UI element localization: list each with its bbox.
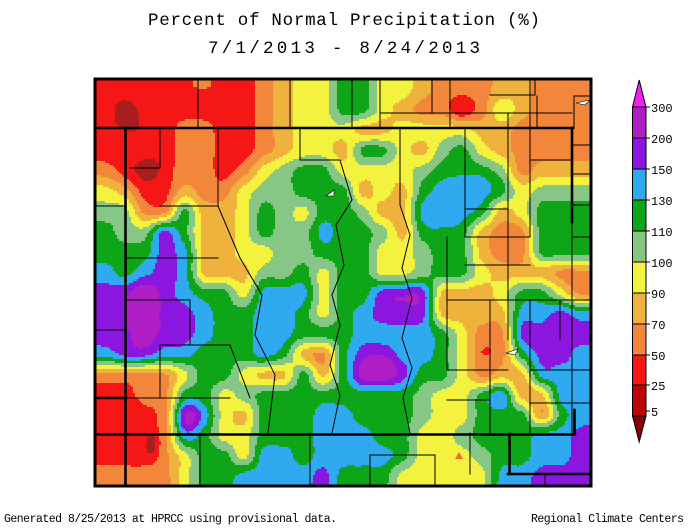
svg-text:25: 25 [651, 380, 665, 394]
svg-text:100: 100 [651, 257, 673, 271]
svg-text:90: 90 [651, 288, 665, 302]
svg-text:110: 110 [651, 226, 673, 240]
svg-text:Percent of Normal Precipitatio: Percent of Normal Precipitation (%) [148, 11, 540, 31]
svg-text:Regional Climate Centers: Regional Climate Centers [531, 513, 684, 526]
svg-text:150: 150 [651, 164, 673, 178]
svg-text:200: 200 [651, 133, 673, 147]
svg-text:300: 300 [651, 102, 673, 116]
svg-text:5: 5 [651, 406, 658, 420]
svg-text:70: 70 [651, 319, 665, 333]
svg-text:Generated 8/25/2013 at HPRCC u: Generated 8/25/2013 at HPRCC using provi… [4, 513, 337, 526]
svg-text:130: 130 [651, 195, 673, 209]
svg-text:50: 50 [651, 350, 665, 364]
